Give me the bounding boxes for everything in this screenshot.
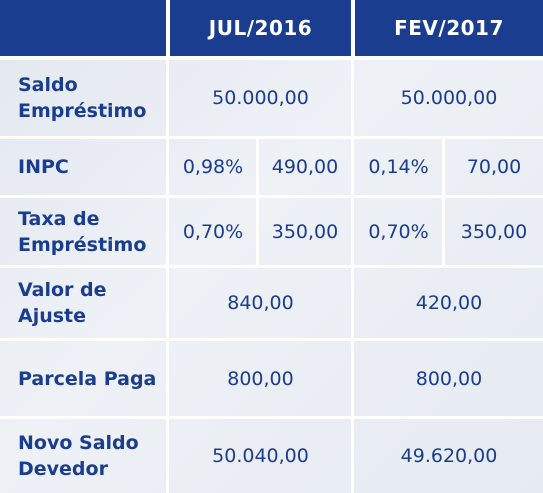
row-novo-saldo-fev-value: 49.620,00 <box>400 445 498 467</box>
row-parcela-fev-value: 800,00 <box>415 367 483 390</box>
table-body: Saldo Empréstimo 50.000,00 50.000,00 INP… <box>0 60 543 493</box>
header-fev-2017: FEV/2017 <box>355 0 543 56</box>
row-taxa-fev-pct: 0,70% <box>368 220 429 243</box>
header-blank-cell <box>0 0 166 56</box>
divider-row-2 <box>0 195 543 198</box>
divider-col-label <box>166 60 169 493</box>
row-saldo-jul-value: 50.000,00 <box>212 87 309 109</box>
row-taxa-jul-value: 350,00 <box>271 220 339 243</box>
divider-row-5 <box>0 416 543 419</box>
row-label-taxa-emprestimo: Taxa de Empréstimo <box>18 207 147 256</box>
divider-fev-sub <box>442 136 445 268</box>
row-label-parcela-paga: Parcela Paga <box>18 367 157 390</box>
row-saldo-fev-value: 50.000,00 <box>400 87 498 109</box>
divider-row-4 <box>0 338 543 341</box>
row-ajuste-jul-value: 840,00 <box>227 292 294 314</box>
row-label-inpc: INPC <box>18 156 69 178</box>
header-jul-2016: JUL/2016 <box>170 0 351 56</box>
row-label-novo-saldo-devedor: Novo Saldo Devedor <box>18 432 139 480</box>
divider-row-1 <box>0 136 543 139</box>
row-inpc-jul-pct: 0,98% <box>182 156 244 178</box>
divider-jul-sub <box>256 136 259 268</box>
row-taxa-jul-pct: 0,70% <box>182 220 244 243</box>
row-ajuste-fev-value: 420,00 <box>415 292 483 314</box>
row-inpc-jul-value: 490,00 <box>271 156 339 178</box>
row-inpc-fev-value: 70,00 <box>466 156 522 178</box>
row-label-saldo-emprestimo: Saldo Empréstimo <box>18 74 147 122</box>
divider-row-3 <box>0 265 543 268</box>
row-label-valor-ajuste: Valor de Ajuste <box>18 279 107 327</box>
row-inpc-fev-pct: 0,14% <box>368 156 429 178</box>
row-parcela-jul-value: 800,00 <box>227 367 294 390</box>
row-novo-saldo-jul-value: 50.040,00 <box>212 445 309 467</box>
divider-col-mid <box>351 60 354 493</box>
row-taxa-fev-value: 350,00 <box>460 220 528 243</box>
